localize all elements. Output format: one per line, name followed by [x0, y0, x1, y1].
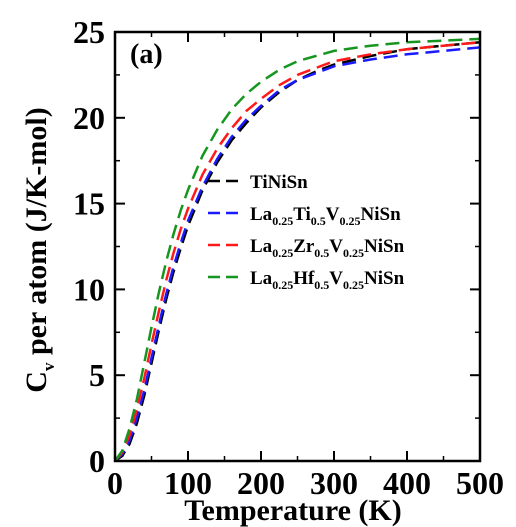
y-tick-label: 0 [89, 443, 105, 479]
x-axis-title: Temperature (K) [184, 494, 401, 527]
y-tick-label: 5 [89, 357, 105, 393]
x-tick-label: 100 [164, 465, 212, 501]
y-tick-label: 15 [73, 186, 105, 222]
y-tick-label: 10 [73, 271, 105, 307]
legend-label: La0.25Zr0.5V0.25NiSn [250, 236, 405, 260]
series-line [114, 46, 481, 462]
tick-layer: 0 100 200 300 400 500 0 5 10 15 20 25 [73, 14, 504, 501]
y-axis-title-main: C [20, 371, 53, 393]
legend-label: La0.25Ti0.5V0.25NiSn [250, 204, 401, 228]
x-tick-label: 300 [310, 465, 358, 501]
series-layer [113, 37, 481, 463]
legend: TiNiSn La0.25Ti0.5V0.25NiSn La0.25Zr0.5V0.… [208, 172, 405, 292]
y-tick-label: 25 [73, 14, 105, 50]
legend-label: La0.25Hf0.5V0.25NiSn [250, 268, 405, 292]
legend-label: TiNiSn [250, 172, 308, 193]
y-axis-title-rest: per atom (J/K-mol) [20, 107, 53, 362]
panel-label: (a) [130, 39, 163, 70]
y-tick-label: 20 [73, 100, 105, 136]
series-line [113, 37, 481, 462]
series-line [114, 41, 481, 462]
y-axis-title-sub: v [39, 362, 58, 371]
y-axis-title: Cv per atom (J/K-mol) [20, 107, 58, 392]
x-tick-label: 200 [237, 465, 285, 501]
x-tick-label: 500 [456, 465, 504, 501]
x-tick-label: 0 [107, 465, 123, 501]
x-tick-label: 400 [383, 465, 431, 501]
series-line [114, 41, 481, 463]
